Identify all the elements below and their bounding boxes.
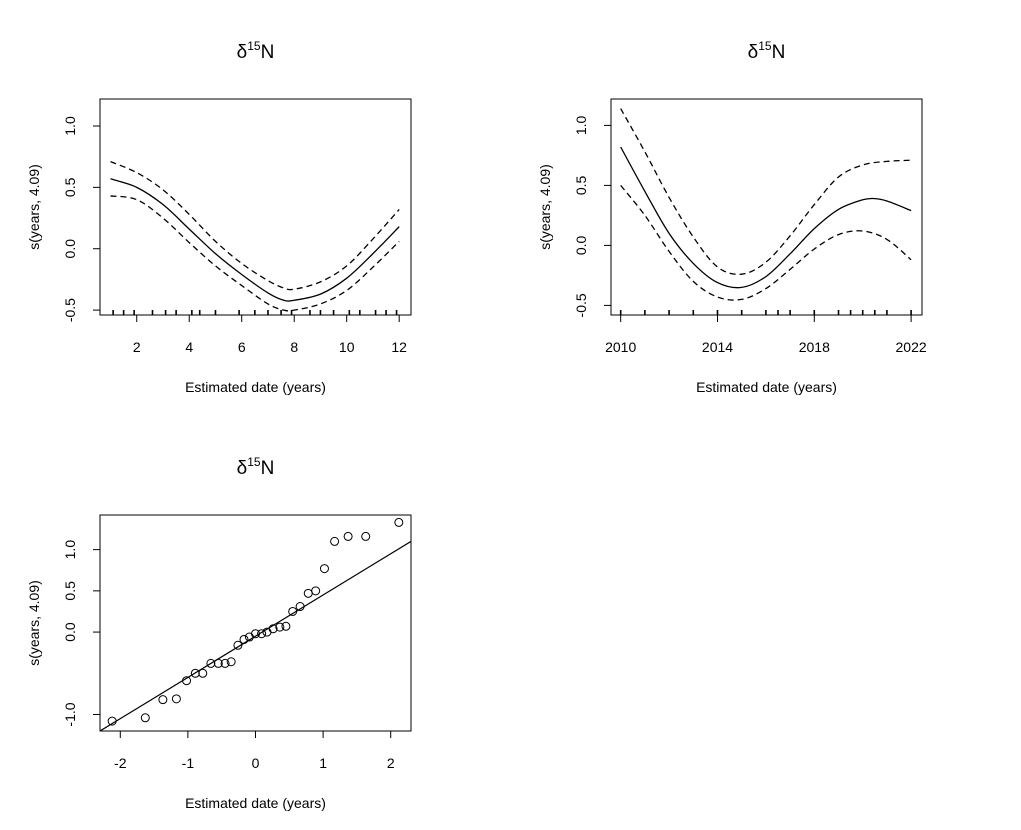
data-point [275, 622, 285, 632]
panel-1: δ15N 2 4 6 8 10 12 -0.5 0.0 0.5 1.0 Estimated date … [26, 39, 412, 395]
x-tick-label: 8 [290, 339, 298, 355]
y-axis-label: s(years, 4.09) [26, 164, 42, 250]
data-point [206, 658, 216, 668]
smooth-fit-line [620, 146, 912, 289]
data-point [319, 564, 329, 574]
x-tick-label: 2 [387, 755, 395, 771]
data-point [361, 531, 371, 541]
x-tick-label: 2010 [605, 339, 636, 355]
title-superscript: 15 [247, 455, 261, 469]
plot-frame [610, 98, 923, 316]
x-tick-label: 2014 [702, 339, 733, 355]
panel-3: δ15N -2 -1 0 1 2 -1.0 0.0 0.5 1.0 Estimated date (… [26, 455, 412, 811]
x-axis-label: Estimated date (years) [185, 795, 326, 811]
data-point [182, 676, 192, 686]
plot-frame [99, 514, 412, 732]
data-point [140, 713, 150, 723]
confidence-band-line [110, 195, 400, 312]
data-point [251, 629, 260, 639]
x-tick-label: 12 [391, 339, 407, 355]
y-tick-label: 0.0 [62, 622, 78, 642]
title-symbol: δ [237, 458, 248, 479]
data-point [343, 531, 353, 541]
title-superscript: 15 [247, 39, 261, 53]
title-element: N [261, 458, 275, 479]
data-point [257, 629, 267, 639]
data-point [268, 624, 278, 634]
x-tick-label: 2018 [799, 339, 830, 355]
data-point [107, 716, 117, 726]
y-tick-label: 0.5 [62, 177, 78, 197]
x-axis-label: Estimated date (years) [185, 379, 326, 395]
y-tick-label: -1.0 [62, 702, 78, 726]
x-tick-label: 10 [339, 339, 355, 355]
data-point [239, 634, 249, 644]
x-tick-label: 2022 [896, 339, 927, 355]
x-tick-label: -2 [114, 755, 127, 771]
data-point [198, 668, 208, 678]
y-axis-label: s(years, 4.09) [537, 164, 553, 250]
y-tick-label: 0.0 [62, 239, 78, 259]
y-tick-label: 1.0 [62, 116, 78, 136]
chart-title: δ15N [237, 39, 275, 63]
data-point [220, 658, 230, 668]
y-tick-label: 0.5 [573, 175, 589, 195]
x-tick-label: -1 [182, 755, 195, 771]
y-tick-label: 0.5 [62, 581, 78, 601]
title-element: N [772, 42, 786, 63]
x-tick-label: 0 [252, 755, 260, 771]
confidence-band-line [110, 160, 400, 291]
title-symbol: δ [748, 42, 759, 63]
data-point [311, 586, 321, 596]
y-tick-label: 1.0 [62, 540, 78, 560]
data-point [213, 658, 223, 668]
data-point [394, 517, 404, 527]
data-point [330, 536, 340, 546]
data-point [303, 588, 313, 598]
confidence-band-line [620, 184, 912, 301]
smooth-fit-line [110, 178, 400, 302]
data-point [158, 695, 168, 705]
x-tick-label: 6 [238, 339, 246, 355]
data-point [288, 606, 298, 616]
y-tick-label: 0.0 [573, 235, 589, 255]
data-point [190, 668, 200, 678]
title-element: N [261, 42, 275, 63]
y-axis-label: s(years, 4.09) [26, 580, 42, 666]
x-tick-label: 2 [133, 339, 141, 355]
chart-title: δ15N [237, 455, 275, 479]
x-tick-label: 1 [319, 755, 327, 771]
y-tick-label: 1.0 [573, 115, 589, 135]
x-tick-label: 4 [185, 339, 193, 355]
title-symbol: δ [237, 42, 248, 63]
title-superscript: 15 [758, 39, 772, 53]
panel-2: δ15N 2010 2014 2018 2022 -0.5 0.0 0.5 1.0 Estimat… [537, 39, 927, 395]
data-point [281, 621, 291, 631]
chart-title: δ15N [748, 39, 786, 63]
confidence-band-line [620, 108, 912, 276]
plot-frame [99, 98, 412, 316]
data-point [295, 602, 305, 612]
reference-line [100, 540, 411, 731]
data-point [171, 694, 181, 704]
y-tick-label: -0.5 [62, 298, 78, 322]
data-point [226, 657, 236, 667]
data-point [233, 640, 243, 650]
x-axis-label: Estimated date (years) [696, 379, 837, 395]
y-tick-label: -0.5 [573, 293, 589, 317]
